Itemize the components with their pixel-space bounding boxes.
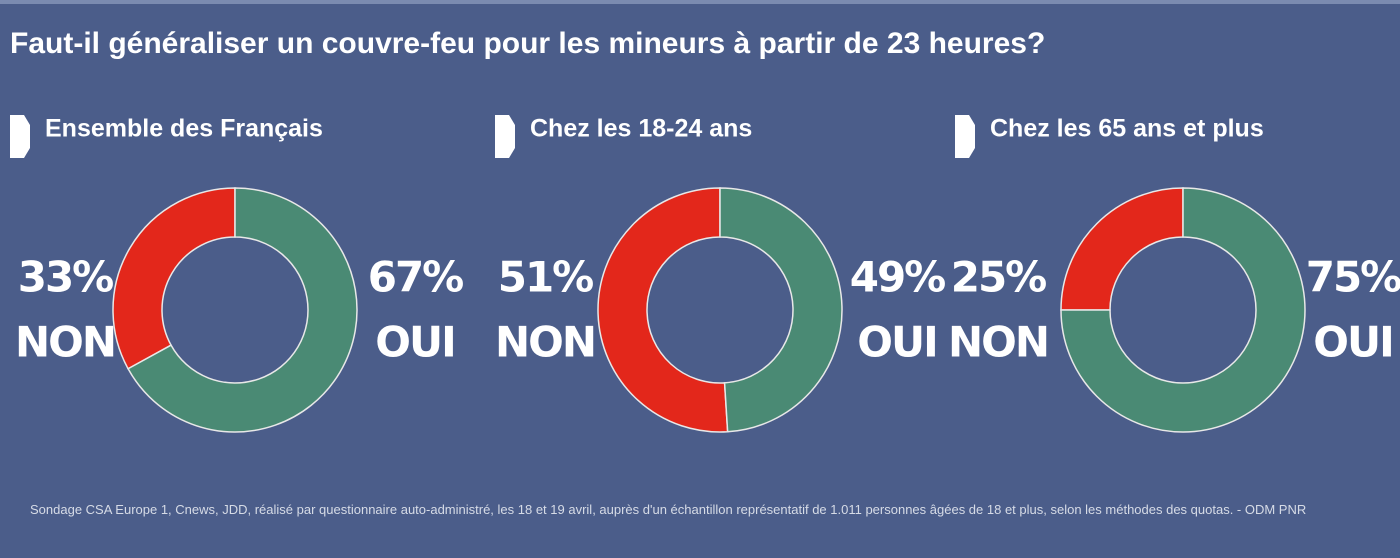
value-label: 33% bbox=[18, 253, 113, 302]
subtitle-marker bbox=[955, 115, 975, 158]
chart-subtitle: Ensemble des Français bbox=[45, 115, 323, 143]
category-label: NON bbox=[495, 318, 595, 367]
chart-subtitle: Chez les 65 ans et plus bbox=[990, 115, 1264, 143]
category-label: OUI bbox=[375, 318, 454, 367]
category-label: OUI bbox=[1313, 318, 1392, 367]
category-label: NON bbox=[948, 318, 1048, 367]
category-label: OUI bbox=[857, 318, 936, 367]
subtitle-marker bbox=[495, 115, 515, 158]
source-note: Sondage CSA Europe 1, Cnews, JDD, réalis… bbox=[30, 502, 1307, 517]
value-label: 51% bbox=[498, 253, 593, 302]
donut-segment bbox=[1060, 187, 1306, 433]
donut-segment bbox=[112, 187, 236, 370]
chart-title: Faut-il généraliser un couvre-feu pour l… bbox=[10, 27, 1045, 60]
donut-segment bbox=[597, 187, 729, 433]
value-label: 75% bbox=[1306, 253, 1400, 302]
donut-segment bbox=[719, 187, 843, 433]
donut-segment bbox=[127, 187, 358, 433]
top-border bbox=[0, 0, 1400, 4]
value-label: 49% bbox=[850, 253, 945, 302]
chart-subtitle: Chez les 18-24 ans bbox=[530, 115, 752, 143]
subtitle-marker bbox=[10, 115, 30, 158]
donut-segment bbox=[1060, 187, 1184, 311]
value-label: 67% bbox=[368, 253, 463, 302]
category-label: NON bbox=[15, 318, 115, 367]
value-label: 25% bbox=[951, 253, 1046, 302]
